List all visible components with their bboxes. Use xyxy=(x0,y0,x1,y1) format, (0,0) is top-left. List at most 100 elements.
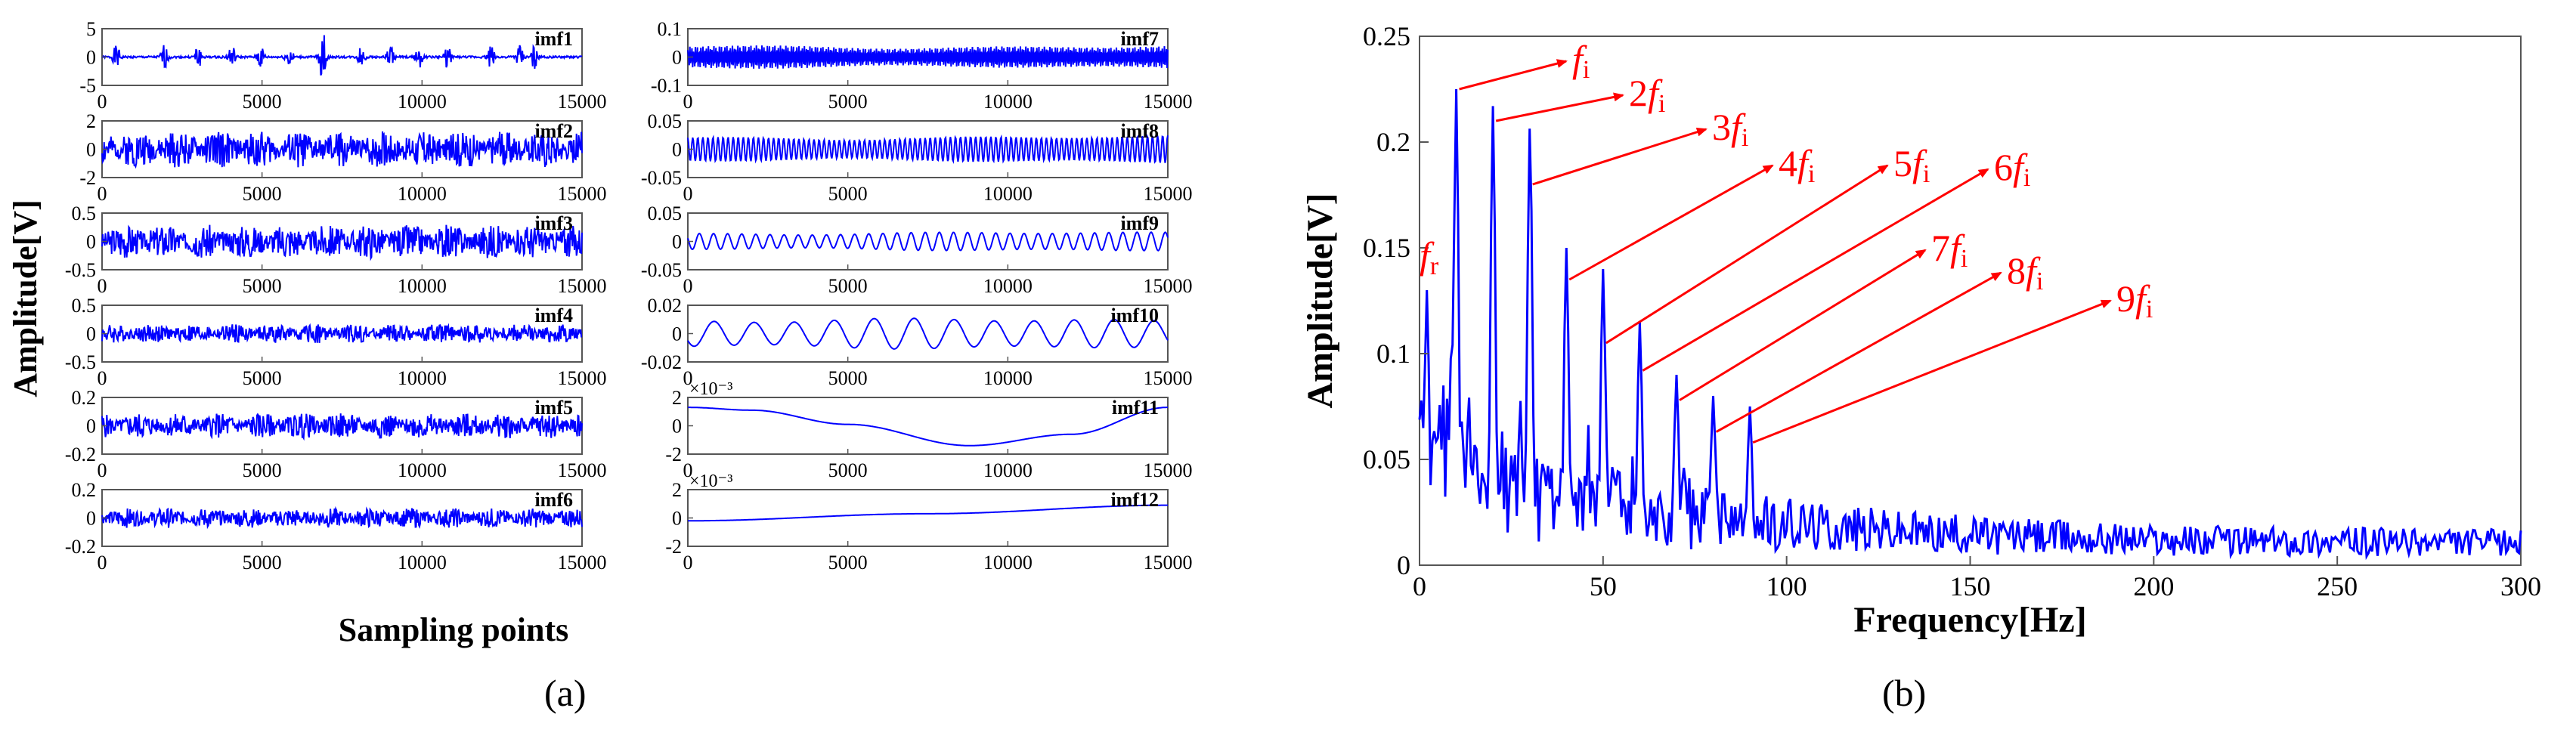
annotation-arrow xyxy=(1459,59,1568,91)
subplot-frame xyxy=(687,489,1169,547)
x-tick-label: 0 xyxy=(683,367,693,389)
x-tick-label: 200 xyxy=(2133,571,2174,601)
y-tick-label: 2 xyxy=(672,479,682,501)
x-tick-label: 10000 xyxy=(398,275,447,297)
x-tick-label: 0 xyxy=(1413,571,1426,601)
x-tick-label: 15000 xyxy=(1144,459,1193,481)
scale-label: ×10⁻³ xyxy=(689,471,732,491)
y-tick-label: 0 xyxy=(86,47,96,69)
y-tick-label: 2 xyxy=(672,387,682,409)
y-tick-label: 0.2 xyxy=(1376,127,1410,157)
x-tick-label: 10000 xyxy=(398,91,447,113)
annotation-label: 7fi xyxy=(1931,227,1968,273)
x-tick-label: 0 xyxy=(98,552,107,574)
y-tick-label: 0 xyxy=(672,416,682,437)
y-tick-label: 0.05 xyxy=(1363,444,1410,475)
x-tick-label: 10000 xyxy=(983,367,1033,389)
y-tick-label: 0 xyxy=(672,323,682,345)
y-tick-label: -0.05 xyxy=(641,167,682,189)
signal-imf5 xyxy=(101,413,583,441)
x-tick-label: 100 xyxy=(1766,571,1807,601)
imf-label: imf4 xyxy=(534,305,573,326)
y-tick-label: 0.02 xyxy=(648,295,683,317)
y-tick-label: -0.5 xyxy=(65,259,96,281)
y-tick-label: 0 xyxy=(1397,550,1410,580)
imf-label: imf1 xyxy=(534,28,573,50)
y-tick-label: 0.2 xyxy=(72,479,97,501)
signal-imf12 xyxy=(687,504,1168,522)
annotation-label: fi xyxy=(1572,38,1590,84)
signal-imf10 xyxy=(687,317,1169,350)
x-tick-label: 0 xyxy=(98,275,107,297)
y-tick-label: -0.2 xyxy=(65,444,96,465)
annotation-label: 8fi xyxy=(2007,249,2043,295)
y-tick-label: 0.1 xyxy=(1376,339,1410,369)
subplot-frame xyxy=(687,397,1169,455)
y-tick-label: 5 xyxy=(86,18,96,40)
annotation-arrow xyxy=(1715,271,2002,433)
signal-imf1 xyxy=(101,35,583,76)
x-tick-label: 5000 xyxy=(243,367,282,389)
panel-a-xlabel: Sampling points xyxy=(339,611,568,648)
imf-label: imf3 xyxy=(534,212,573,234)
signal-imf8 xyxy=(687,134,1169,165)
x-tick-label: 15000 xyxy=(1144,275,1193,297)
x-tick-label: 15000 xyxy=(1144,367,1193,389)
x-tick-label: 5000 xyxy=(243,459,282,481)
annotation-arrow xyxy=(1495,92,1624,122)
y-tick-label: 0.15 xyxy=(1363,233,1410,263)
imf-label: imf10 xyxy=(1110,305,1159,326)
scale-label: ×10⁻³ xyxy=(689,379,732,399)
x-tick-label: 10000 xyxy=(398,552,447,574)
annotation-9fi: 9fi xyxy=(1752,277,2153,444)
annotation-label: 6fi xyxy=(1994,146,2030,192)
y-tick-label: -0.5 xyxy=(65,351,96,373)
y-tick-label: 0 xyxy=(672,47,682,69)
y-tick-label: 0.1 xyxy=(658,18,683,40)
imf-label: imf12 xyxy=(1110,489,1159,511)
imf-label: imf6 xyxy=(534,489,573,511)
imf-label: imf8 xyxy=(1120,120,1159,142)
x-tick-label: 0 xyxy=(683,459,693,481)
x-tick-label: 0 xyxy=(683,552,693,574)
x-tick-label: 15000 xyxy=(1144,552,1193,574)
spectrum-line xyxy=(1418,88,2522,561)
x-tick-label: 5000 xyxy=(243,91,282,113)
annotation-label: 9fi xyxy=(2116,277,2153,323)
x-tick-label: 5000 xyxy=(243,275,282,297)
x-tick-label: 10000 xyxy=(983,275,1033,297)
x-tick-label: 0 xyxy=(98,459,107,481)
panel-a-caption: (a) xyxy=(544,672,587,714)
y-tick-label: 0 xyxy=(86,508,96,530)
annotation-arrow xyxy=(1752,299,2112,444)
x-tick-label: 50 xyxy=(1590,571,1617,601)
y-tick-label: -0.02 xyxy=(641,351,682,373)
y-tick-label: -2 xyxy=(665,536,682,558)
y-tick-label: -0.05 xyxy=(641,259,682,281)
x-tick-label: 15000 xyxy=(558,459,607,481)
annotation-3fi: 3fi xyxy=(1532,106,1748,186)
y-tick-label: 0 xyxy=(86,139,96,161)
annotation-arrow xyxy=(1605,164,1889,345)
y-tick-label: 2 xyxy=(86,110,96,132)
x-tick-label: 0 xyxy=(683,275,693,297)
x-tick-label: 10000 xyxy=(983,459,1033,481)
annotation-fi: fi xyxy=(1459,38,1590,91)
x-tick-label: 15000 xyxy=(558,275,607,297)
subplot-frame xyxy=(687,305,1169,363)
annotation-fr: fr xyxy=(1420,234,1439,280)
panel-b-xlabel: Frequency[Hz] xyxy=(1853,600,2086,640)
annotation-arrow xyxy=(1568,164,1774,281)
x-tick-label: 0 xyxy=(98,91,107,113)
panel-b-caption: (b) xyxy=(1882,672,1927,714)
signal-imf9 xyxy=(687,231,1169,252)
signal-imf7 xyxy=(687,45,1169,69)
x-tick-label: 5000 xyxy=(828,367,868,389)
x-tick-label: 250 xyxy=(2317,571,2358,601)
imf-label: imf7 xyxy=(1120,28,1159,50)
